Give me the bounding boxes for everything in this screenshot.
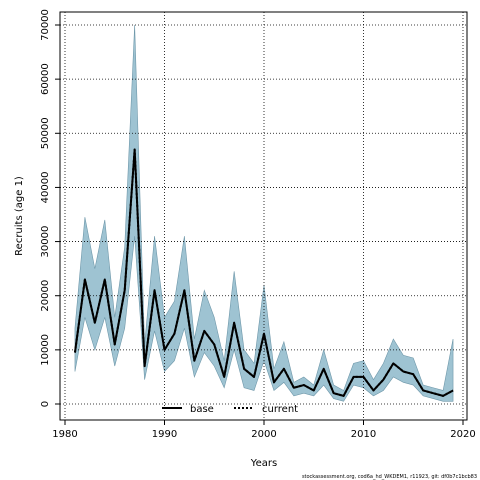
x-tick-label: 2020 xyxy=(450,429,475,440)
legend: base current xyxy=(162,404,298,415)
legend-label-base: base xyxy=(190,404,214,415)
y-tick-label: 20000 xyxy=(40,280,51,312)
x-tick-label: 1990 xyxy=(152,429,177,440)
series-layer xyxy=(73,148,454,397)
grid-layer xyxy=(60,12,467,420)
confidence-band xyxy=(74,24,454,402)
legend-label-current: current xyxy=(262,404,298,415)
y-tick-label: 70000 xyxy=(40,9,51,41)
confidence-band-layer xyxy=(74,24,454,402)
y-tick-label: 60000 xyxy=(40,63,51,95)
y-axis-title: Recruits (age 1) xyxy=(14,176,25,256)
y-tick-label: 40000 xyxy=(40,172,51,204)
series-line-current xyxy=(73,148,454,397)
y-tick-label: 0 xyxy=(40,401,51,407)
x-tick-label: 2000 xyxy=(251,429,276,440)
x-axis-title: Years xyxy=(250,458,277,469)
footer-credit: stockassessment.org, cod6a_hd_WKDEM1, r1… xyxy=(302,474,477,480)
x-tick-label: 2010 xyxy=(351,429,376,440)
y-axis: 0 10000 20000 30000 40000 50000 60000 70000 xyxy=(40,9,61,407)
y-tick-label: 50000 xyxy=(40,117,51,149)
y-tick-label: 10000 xyxy=(40,334,51,366)
y-tick-label: 30000 xyxy=(40,226,51,258)
x-tick-label: 1980 xyxy=(52,429,77,440)
x-axis: 1980 1990 2000 2010 2020 xyxy=(52,419,476,440)
